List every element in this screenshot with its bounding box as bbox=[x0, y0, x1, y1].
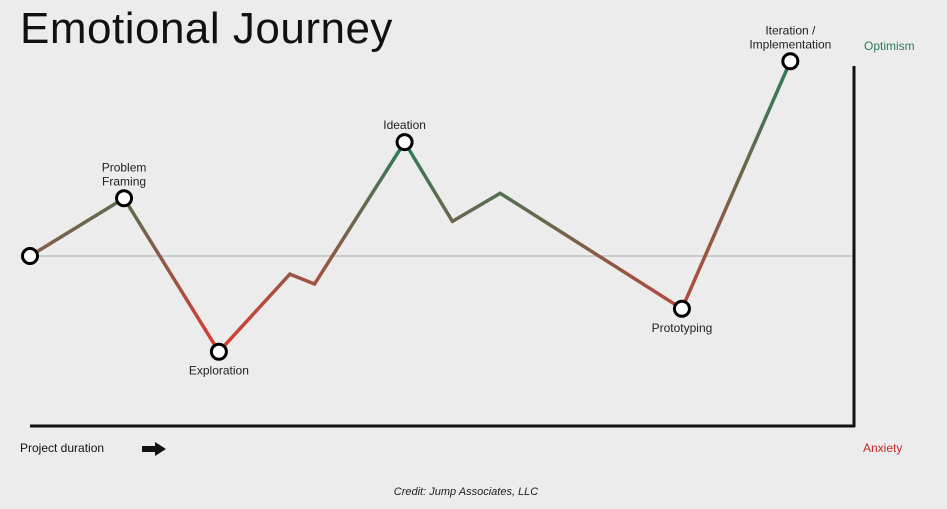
line-segments bbox=[28, 59, 793, 354]
line-segment bbox=[288, 272, 317, 286]
anxiety-label: Anxiety bbox=[863, 441, 902, 455]
x-axis-label: Project duration bbox=[20, 441, 105, 455]
line-segment bbox=[122, 196, 221, 354]
optimism-label: Optimism bbox=[864, 39, 915, 53]
point-marker bbox=[115, 189, 134, 208]
line-segment bbox=[402, 140, 455, 224]
line-segment bbox=[217, 272, 292, 354]
point-label: Exploration bbox=[189, 364, 249, 378]
point-labels: Problem Framing Exploration Ideation Prototy… bbox=[102, 23, 832, 377]
arrow-right-icon bbox=[142, 442, 166, 456]
point-label: Ideation bbox=[383, 118, 426, 132]
point-marker bbox=[21, 247, 39, 265]
credit-text: Credit: Jump Associates, LLC bbox=[393, 486, 539, 498]
point-marker bbox=[209, 342, 228, 361]
line-segment bbox=[28, 196, 126, 258]
point-marker bbox=[672, 299, 691, 318]
point-label: Prototyping bbox=[652, 321, 713, 335]
point-marker bbox=[781, 52, 800, 71]
line-segment bbox=[680, 59, 793, 311]
line-segment bbox=[312, 140, 407, 286]
point-label: Problem Framing bbox=[102, 160, 147, 188]
point-marker bbox=[395, 133, 414, 152]
chart-title: Emotional Journey bbox=[20, 4, 393, 53]
point-markers bbox=[21, 52, 800, 361]
point-label: Iteration / Implementation bbox=[749, 23, 831, 51]
line-segment bbox=[450, 191, 502, 224]
line-segment bbox=[498, 191, 684, 311]
